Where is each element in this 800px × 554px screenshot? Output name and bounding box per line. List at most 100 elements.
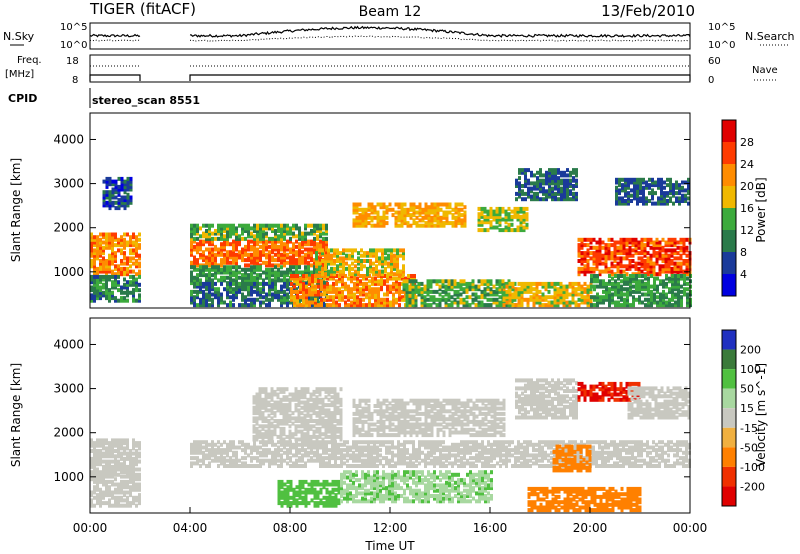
heat-cell — [327, 248, 330, 253]
heat-cell — [460, 464, 463, 468]
heat-cell — [196, 284, 199, 289]
heat-cell — [460, 218, 464, 223]
heat-cell — [504, 214, 508, 219]
heat-cell — [138, 443, 141, 448]
heat-cell — [477, 300, 481, 305]
heat-cell — [565, 284, 569, 289]
heat-cell — [672, 185, 675, 190]
heat-cell — [524, 176, 527, 181]
heat-cell — [683, 274, 686, 278]
heat-cell — [289, 247, 292, 252]
heat-cell — [652, 240, 656, 245]
heat-cell — [256, 239, 259, 244]
heat-cell — [381, 259, 384, 263]
heat-cell — [102, 190, 106, 195]
heat-cell — [220, 442, 223, 447]
heat-cell — [105, 200, 109, 205]
heat-cell — [283, 247, 286, 252]
heat-cell — [331, 453, 334, 458]
heat-cell — [361, 464, 364, 468]
heat-cell — [450, 295, 454, 300]
heat-cell — [421, 440, 424, 445]
heat-cell — [644, 276, 647, 281]
heat-cell — [247, 247, 250, 252]
heat-cell — [365, 295, 368, 300]
heat-cell — [580, 297, 584, 302]
heat-cell — [368, 289, 371, 294]
heat-cell — [333, 261, 336, 266]
heat-cell — [361, 461, 364, 466]
heat-cell — [193, 260, 196, 265]
heat-cell — [341, 284, 344, 289]
heat-cell — [626, 276, 629, 281]
heat-cell — [457, 210, 461, 215]
heat-cell — [610, 237, 614, 242]
heat-cell — [232, 258, 235, 263]
heat-cell — [644, 274, 647, 278]
heat-cell — [572, 186, 575, 191]
heat-cell — [682, 251, 686, 256]
heat-cell — [498, 281, 502, 286]
heat-cell — [256, 297, 259, 302]
heat-cell — [268, 263, 271, 268]
heat-cell — [366, 266, 369, 271]
heat-cell — [117, 198, 121, 203]
heat-cell — [625, 237, 629, 242]
heat-cell — [317, 274, 320, 278]
heat-cell — [364, 221, 368, 226]
heat-cell — [105, 190, 109, 195]
heat-cell — [414, 279, 418, 284]
heat-cell — [463, 456, 466, 461]
heat-cell — [196, 263, 199, 268]
heat-cell — [330, 259, 333, 263]
heat-cell — [241, 250, 244, 255]
heat-cell — [350, 303, 353, 308]
heat-cell — [117, 237, 120, 242]
heat-cell — [211, 281, 214, 286]
heat-cell — [301, 244, 304, 249]
heat-cell — [296, 295, 299, 300]
heat-cell — [238, 445, 241, 450]
heat-cell — [132, 251, 135, 256]
heat-cell — [379, 221, 383, 226]
heat-cell — [319, 289, 322, 294]
heat-cell — [636, 201, 639, 206]
heat-cell — [235, 275, 238, 280]
heat-cell — [135, 243, 138, 248]
heat-cell — [679, 269, 683, 274]
heat-cell — [247, 255, 250, 260]
heat-cell — [340, 448, 343, 453]
heat-cell — [132, 248, 135, 253]
heat-cell — [226, 223, 229, 228]
heat-cell — [244, 275, 247, 280]
heat-cell — [502, 297, 506, 302]
heat-cell — [135, 454, 138, 459]
heat-cell — [520, 281, 524, 286]
heat-cell — [214, 260, 217, 265]
heat-cell — [111, 269, 114, 274]
heat-cell — [126, 203, 130, 208]
heat-cell — [335, 303, 338, 308]
heat-cell — [208, 278, 211, 283]
colorbar-tick: 20 — [740, 180, 754, 193]
heat-cell — [533, 184, 536, 188]
colorbar-swatch — [722, 208, 736, 230]
heat-cell — [596, 303, 599, 308]
heat-cell — [337, 442, 340, 447]
heat-cell — [96, 253, 99, 258]
heat-cell — [293, 295, 296, 300]
heat-cell — [377, 300, 380, 305]
heat-cell — [250, 456, 253, 461]
heat-cell — [250, 247, 253, 252]
heat-cell — [390, 251, 393, 256]
heat-cell — [632, 297, 635, 302]
freq-unit-label: [MHz] — [5, 69, 34, 80]
heat-cell — [357, 269, 360, 274]
heat-cell — [389, 300, 392, 305]
heat-cell — [364, 223, 368, 228]
heat-cell — [138, 498, 141, 503]
heat-cell — [292, 234, 295, 239]
heat-cell — [657, 196, 660, 201]
heat-cell — [345, 253, 348, 258]
heat-cell — [523, 289, 527, 294]
